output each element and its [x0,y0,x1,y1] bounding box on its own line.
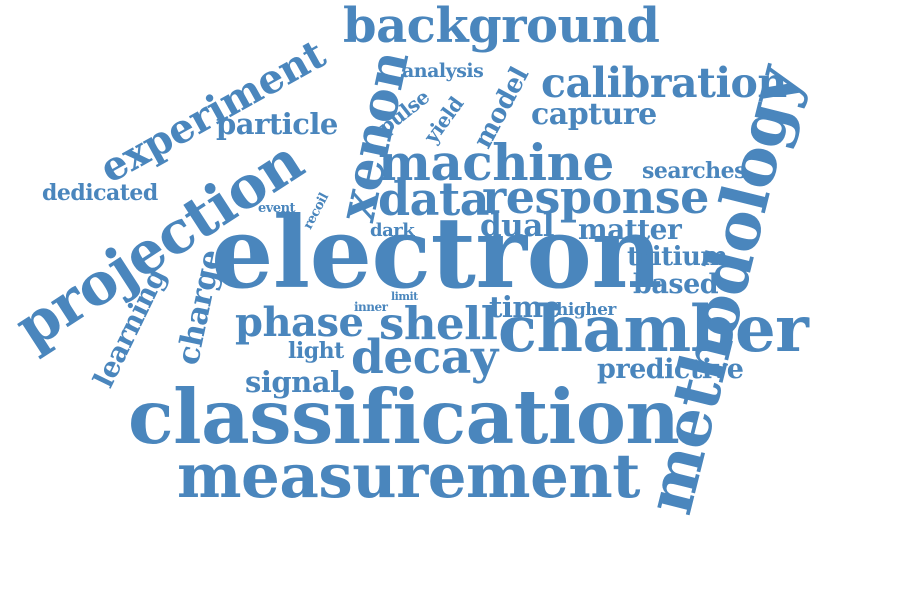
word-capture: capture [531,97,657,132]
word-searches: searches [642,158,747,184]
word-higher: higher [556,300,616,320]
word-phase: phase [235,299,364,346]
word-tritium: tritium [627,242,728,272]
word-light: light [288,338,344,364]
word-based: based [633,269,719,300]
word-analysis: analysis [402,60,484,82]
word-limit: limit [391,290,418,303]
word-dual: dual [480,208,555,244]
word-inner: inner [354,300,388,314]
word-chamber: chamber [498,292,809,367]
word-event: event [258,201,296,216]
word-matter: matter [578,213,682,246]
word-machine: machine [378,133,614,192]
word-classification: classification [128,373,680,461]
word-calibration: calibration [541,59,787,107]
word-electron: electron [211,196,663,311]
word-dedicated: dedicated [42,180,158,206]
word-predictive: predictive [597,354,744,385]
word-signal: signal [245,365,341,399]
word-shell: shell [379,297,498,350]
word-response: response [482,170,709,224]
word-time: time [489,290,561,324]
word-particle: particle [216,107,338,141]
word-dark: dark [370,220,415,241]
word-background: background [343,0,660,54]
word-data: data [378,172,490,226]
word-measurement: measurement [177,441,640,512]
word-decay: decay [351,330,498,385]
